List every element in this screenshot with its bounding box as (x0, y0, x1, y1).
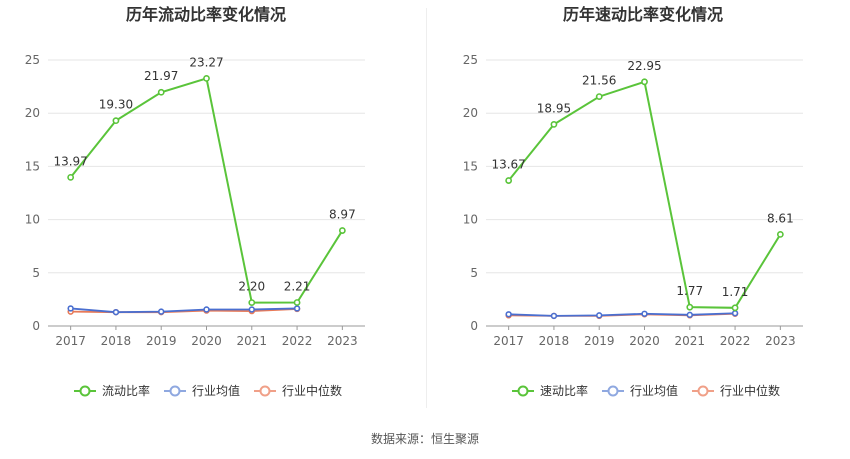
data-point (248, 299, 256, 306)
data-point (596, 312, 603, 319)
legend-swatch-marker (517, 385, 529, 397)
legend-swatch-marker (259, 385, 271, 397)
y-tick-label: 10 (25, 213, 40, 227)
data-source-note: 数据来源：恒生聚源 (370, 432, 479, 446)
y-tick-label: 10 (463, 213, 478, 227)
y-tick-label: 25 (25, 53, 40, 67)
data-point (338, 227, 346, 234)
y-tick-label: 20 (463, 106, 478, 120)
panel-divider (426, 8, 427, 408)
x-tick-label: 2022 (720, 334, 751, 348)
data-label: 19.30 (99, 98, 133, 112)
y-tick-label: 15 (463, 159, 478, 173)
x-tick-label: 2019 (584, 334, 615, 348)
x-tick-label: 2018 (101, 334, 132, 348)
data-point (67, 305, 74, 312)
data-point (641, 310, 648, 317)
data-label: 8.61 (767, 211, 794, 225)
y-tick-label: 20 (25, 106, 40, 120)
data-point (293, 299, 301, 306)
legend-swatch-marker (169, 385, 181, 397)
series-line (69, 77, 344, 304)
x-tick-label: 2022 (282, 334, 313, 348)
data-label: 18.95 (537, 101, 571, 115)
data-label: 22.95 (627, 59, 661, 73)
y-tick-label: 0 (470, 319, 478, 333)
x-tick-label: 2023 (327, 334, 358, 348)
legend-label: 速动比率 (540, 383, 588, 398)
data-label: 2.20 (238, 280, 265, 294)
x-tick-label: 2018 (539, 334, 570, 348)
series-line (507, 80, 782, 309)
data-point (505, 177, 513, 184)
data-label: 21.56 (582, 74, 616, 88)
x-tick-label: 2019 (146, 334, 177, 348)
data-point (641, 78, 648, 86)
data-point (595, 93, 603, 101)
data-point (686, 303, 694, 311)
data-point (550, 120, 558, 128)
y-tick-label: 25 (463, 53, 478, 67)
data-point (731, 310, 739, 317)
data-label: 8.97 (329, 208, 356, 222)
data-point (158, 308, 165, 315)
data-point (112, 117, 120, 125)
data-label: 1.77 (676, 284, 703, 298)
legend-label: 行业中位数 (282, 383, 342, 398)
data-point (67, 173, 75, 181)
x-tick-label: 2017 (493, 334, 524, 348)
data-label: 13.97 (53, 154, 87, 168)
x-tick-label: 2020 (191, 334, 222, 348)
data-label: 1.71 (722, 285, 749, 299)
data-point (248, 306, 255, 313)
legend-swatch-marker (697, 385, 709, 397)
data-point (293, 305, 301, 312)
x-tick-label: 2021 (675, 334, 706, 348)
data-point (505, 311, 512, 318)
legend-label: 行业中位数 (720, 383, 780, 398)
x-tick-label: 2020 (629, 334, 660, 348)
legend-label: 行业均值 (192, 383, 240, 398)
x-tick-label: 2017 (55, 334, 86, 348)
series-line (508, 312, 736, 317)
y-tick-label: 0 (32, 319, 40, 333)
data-point (731, 304, 739, 312)
x-tick-label: 2021 (237, 334, 268, 348)
y-tick-label: 15 (25, 159, 40, 173)
y-tick-label: 5 (32, 266, 40, 280)
chart-title: 历年流动比率变化情况 (126, 5, 286, 24)
data-point (776, 230, 784, 238)
legend-swatch-marker (607, 385, 619, 397)
data-label: 23.27 (189, 55, 223, 69)
x-tick-label: 2023 (765, 334, 796, 348)
data-point (157, 88, 165, 96)
data-label: 21.97 (144, 69, 178, 83)
data-label: 13.67 (491, 158, 525, 172)
data-point (203, 75, 210, 82)
data-label: 2.21 (284, 279, 311, 293)
data-point (112, 308, 120, 316)
data-point (550, 312, 558, 320)
legend-label: 行业均值 (630, 383, 678, 398)
y-tick-label: 5 (470, 266, 478, 280)
legend-label: 流动比率 (102, 383, 150, 398)
series-line (70, 307, 298, 314)
chart-title: 历年速动比率变化情况 (563, 5, 723, 24)
data-point (203, 306, 210, 313)
data-point (686, 311, 693, 319)
legend-swatch-marker (79, 385, 91, 397)
